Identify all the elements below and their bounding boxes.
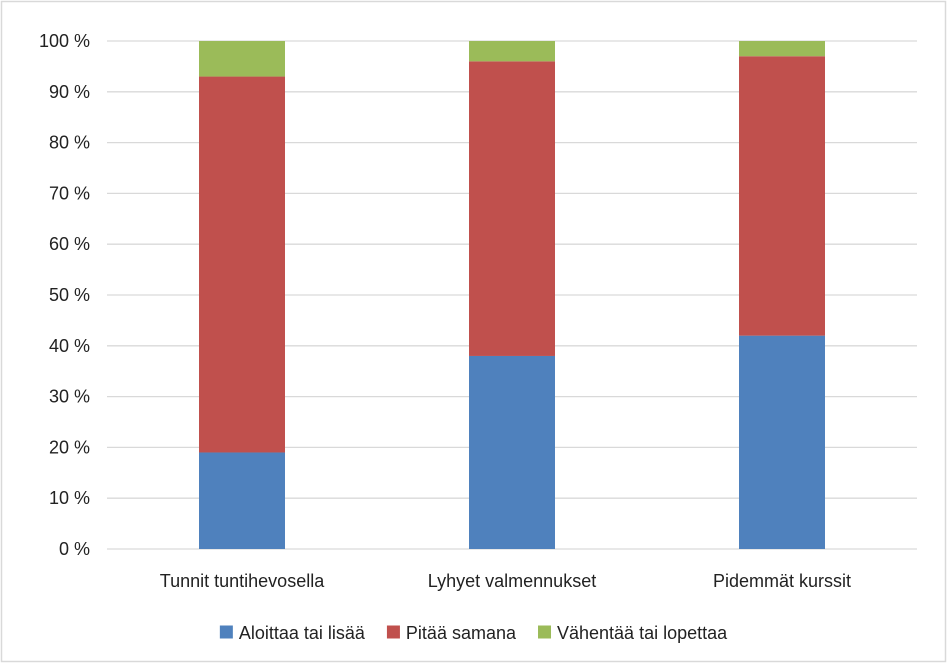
bar-segment-2-2 xyxy=(469,61,555,356)
y-tick-label: 20 % xyxy=(49,437,90,457)
legend-label: Pitää samana xyxy=(406,623,517,643)
legend-swatch xyxy=(386,625,400,639)
x-axis-categories: Tunnit tuntihevosella Lyhyet valmennukset… xyxy=(160,571,851,591)
bar-segment-2-1 xyxy=(199,76,285,453)
bar-segment-3-1 xyxy=(199,41,285,77)
y-tick-label: 60 % xyxy=(49,234,90,254)
bar-segment-3-3 xyxy=(739,41,825,57)
y-tick-label: 0 % xyxy=(59,539,90,559)
legend-label: Aloittaa tai lisää xyxy=(239,623,366,643)
y-tick-label: 50 % xyxy=(49,285,90,305)
y-tick-label: 80 % xyxy=(49,133,90,153)
legend-swatch xyxy=(538,625,552,639)
y-tick-label: 70 % xyxy=(49,183,90,203)
y-tick-label: 30 % xyxy=(49,387,90,407)
bar-segment-1-2 xyxy=(469,355,555,549)
x-category-label: Pidemmät kurssit xyxy=(713,571,851,591)
x-category-label: Tunnit tuntihevosella xyxy=(160,571,325,591)
y-axis-ticks: 0 % 10 % 20 % 30 % 40 % 50 % 60 % 70 % 80 % 90 % 1… xyxy=(39,31,90,559)
legend-swatch xyxy=(219,625,233,639)
bar-segment-2-3 xyxy=(739,56,825,336)
bar-segment-1-1 xyxy=(199,452,285,549)
bar-segment-1-3 xyxy=(739,335,825,549)
bar-segment-3-2 xyxy=(469,41,555,62)
y-tick-label: 40 % xyxy=(49,336,90,356)
y-tick-label: 100 % xyxy=(39,31,90,51)
legend: Aloittaa tai lisää Pitää samana Vähentää t… xyxy=(219,623,728,643)
bars xyxy=(199,41,825,549)
y-tick-label: 10 % xyxy=(49,488,90,508)
y-tick-label: 90 % xyxy=(49,82,90,102)
x-category-label: Lyhyet valmennukset xyxy=(428,571,596,591)
legend-label: Vähentää tai lopettaa xyxy=(557,623,728,643)
